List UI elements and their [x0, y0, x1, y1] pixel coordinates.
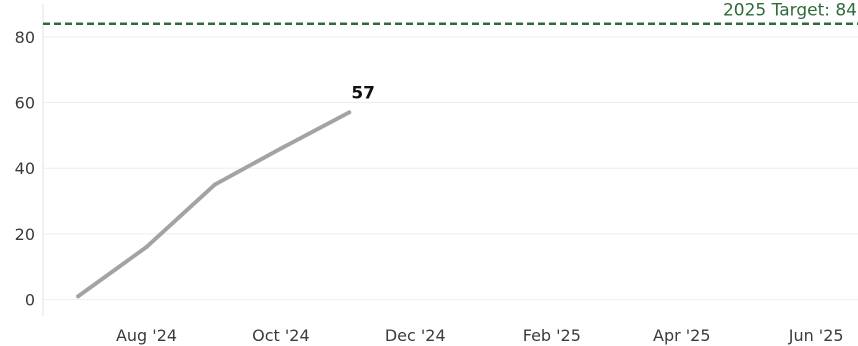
data-labels: 57 — [351, 83, 375, 103]
data-point-2 — [212, 182, 217, 187]
x-tick-label-5: Jun '25 — [788, 326, 844, 345]
y-tick-label-0: 0 — [25, 291, 35, 310]
y-axis-ticks: 0 20 40 60 80 — [15, 28, 35, 310]
y-tick-label-40: 40 — [15, 159, 35, 178]
series-line — [76, 110, 352, 299]
y-tick-label-20: 20 — [15, 225, 35, 244]
x-tick-label-4: Apr '25 — [653, 326, 711, 345]
data-point-0 — [76, 294, 81, 299]
y-tick-label-60: 60 — [15, 94, 35, 113]
gridlines — [43, 36, 858, 301]
data-point-3 — [278, 146, 283, 151]
target-reference: 2025 Target: 84 — [43, 1, 858, 25]
x-tick-label-2: Dec '24 — [385, 326, 446, 345]
x-axis-ticks: Aug '24 Oct '24 Dec '24 Feb '25 Apr '25 Jun '… — [116, 326, 844, 345]
data-point-1 — [144, 245, 149, 250]
x-tick-label-1: Oct '24 — [252, 326, 310, 345]
data-point-4 — [347, 110, 352, 115]
end-value-label: 57 — [351, 83, 375, 103]
x-tick-label-0: Aug '24 — [116, 326, 177, 345]
y-tick-label-80: 80 — [15, 28, 35, 47]
x-tick-label-3: Feb '25 — [523, 326, 581, 345]
target-label: 2025 Target: 84 — [723, 1, 857, 21]
series-line-path — [76, 110, 352, 299]
